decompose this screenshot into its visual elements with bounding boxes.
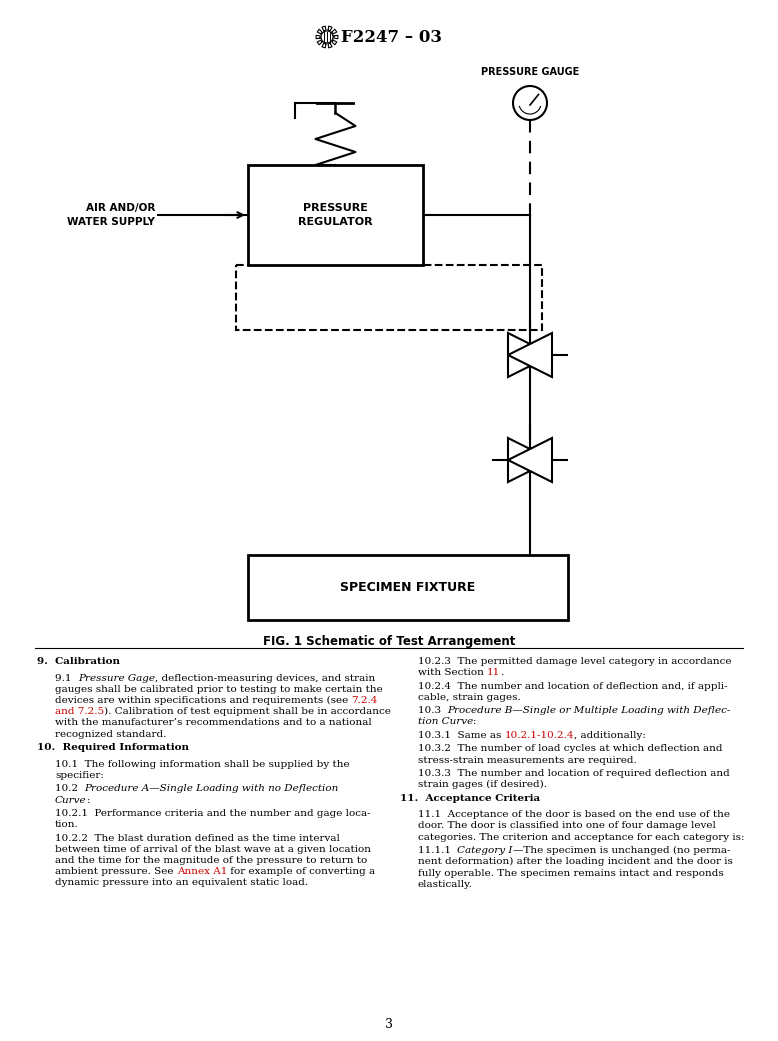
Text: SPECIMEN FIXTURE: SPECIMEN FIXTURE <box>340 581 475 594</box>
Text: 10.2.4  The number and location of deflection and, if appli-: 10.2.4 The number and location of deflec… <box>418 682 727 690</box>
Text: gauges shall be calibrated prior to testing to make certain the: gauges shall be calibrated prior to test… <box>55 685 383 694</box>
Text: dynamic pressure into an equivalent static load.: dynamic pressure into an equivalent stat… <box>55 879 308 888</box>
Polygon shape <box>508 438 552 482</box>
Text: PRESSURE GAUGE: PRESSURE GAUGE <box>481 67 579 77</box>
Text: PRESSURE
REGULATOR: PRESSURE REGULATOR <box>298 203 373 227</box>
Text: :: : <box>86 795 90 805</box>
Text: 11.1.1: 11.1.1 <box>418 846 457 855</box>
Polygon shape <box>508 333 552 377</box>
Text: 7.2.4: 7.2.4 <box>352 696 378 705</box>
Text: 10.2.2  The blast duration defined as the time interval: 10.2.2 The blast duration defined as the… <box>55 834 340 842</box>
Text: 11: 11 <box>487 668 500 678</box>
Text: cable, strain gages.: cable, strain gages. <box>418 693 520 702</box>
Text: tion.: tion. <box>55 820 79 830</box>
Text: 10.1  The following information shall be supplied by the: 10.1 The following information shall be … <box>55 760 349 768</box>
Text: —The specimen is unchanged (no perma-: —The specimen is unchanged (no perma- <box>513 846 731 856</box>
Text: door. The door is classified into one of four damage level: door. The door is classified into one of… <box>418 821 716 831</box>
Text: FIG. 1 Schematic of Test Arrangement: FIG. 1 Schematic of Test Arrangement <box>263 635 515 648</box>
Text: fully operable. The specimen remains intact and responds: fully operable. The specimen remains int… <box>418 868 724 878</box>
Bar <box>248 166 423 265</box>
Text: Curve: Curve <box>55 795 86 805</box>
Text: .: . <box>500 668 503 678</box>
Text: 10.2.1  Performance criteria and the number and gage loca-: 10.2.1 Performance criteria and the numb… <box>55 809 370 818</box>
Text: Annex A1: Annex A1 <box>177 867 227 877</box>
Bar <box>248 555 568 620</box>
Polygon shape <box>508 438 552 482</box>
Text: 10.2.1-10.2.4: 10.2.1-10.2.4 <box>505 731 574 740</box>
Text: 10.  Required Information: 10. Required Information <box>37 743 189 752</box>
Text: Procedure A—Single Loading with no Deflection: Procedure A—Single Loading with no Defle… <box>85 784 339 793</box>
Text: Pressure Gage: Pressure Gage <box>78 674 155 683</box>
Text: and the time for the magnitude of the pressure to return to: and the time for the magnitude of the pr… <box>55 856 367 865</box>
Text: 10.2: 10.2 <box>55 784 85 793</box>
Text: with the manufacturer’s recommendations and to a national: with the manufacturer’s recommendations … <box>55 718 372 728</box>
Text: Category I: Category I <box>457 846 513 855</box>
Text: between time of arrival of the blast wave at a given location: between time of arrival of the blast wav… <box>55 845 371 854</box>
Text: 11.  Acceptance Criteria: 11. Acceptance Criteria <box>400 793 540 803</box>
Text: , additionally:: , additionally: <box>574 731 646 740</box>
Text: AIR AND/OR
WATER SUPPLY: AIR AND/OR WATER SUPPLY <box>67 203 155 227</box>
Text: recognized standard.: recognized standard. <box>55 730 166 739</box>
Text: nent deformation) after the loading incident and the door is: nent deformation) after the loading inci… <box>418 858 733 866</box>
Text: tion Curve: tion Curve <box>418 717 473 727</box>
Text: stress-strain measurements are required.: stress-strain measurements are required. <box>418 756 636 764</box>
Text: elastically.: elastically. <box>418 880 473 889</box>
Text: devices are within specifications and requirements (see: devices are within specifications and re… <box>55 696 352 705</box>
Text: ). Calibration of test equipment shall be in accordance: ). Calibration of test equipment shall b… <box>104 707 391 716</box>
Text: 10.3.2  The number of load cycles at which deflection and: 10.3.2 The number of load cycles at whic… <box>418 744 723 754</box>
Text: 11.1  Acceptance of the door is based on the end use of the: 11.1 Acceptance of the door is based on … <box>418 810 730 819</box>
Text: specifier:: specifier: <box>55 771 104 780</box>
Polygon shape <box>508 333 552 377</box>
Bar <box>236 265 542 330</box>
Text: 10.3: 10.3 <box>418 706 447 715</box>
Text: 3: 3 <box>385 1018 393 1031</box>
Text: ambient pressure. See: ambient pressure. See <box>55 867 177 877</box>
Text: 10.3.1  Same as: 10.3.1 Same as <box>418 731 505 740</box>
Text: and 7.2.5: and 7.2.5 <box>55 707 104 716</box>
Text: :: : <box>473 717 477 727</box>
Text: categories. The criterion and acceptance for each category is:: categories. The criterion and acceptance… <box>418 833 745 842</box>
Text: 9.  Calibration: 9. Calibration <box>37 657 120 666</box>
Text: 10.2.3  The permitted damage level category in accordance: 10.2.3 The permitted damage level catego… <box>418 657 731 666</box>
Text: F2247 – 03: F2247 – 03 <box>341 28 442 46</box>
Text: 10.3.3  The number and location of required deflection and: 10.3.3 The number and location of requir… <box>418 769 730 778</box>
Text: strain gages (if desired).: strain gages (if desired). <box>418 780 547 789</box>
Text: , deflection-measuring devices, and strain: , deflection-measuring devices, and stra… <box>155 674 375 683</box>
Text: 9.1: 9.1 <box>55 674 78 683</box>
Text: with Section: with Section <box>418 668 487 678</box>
Text: Procedure B—Single or Multiple Loading with Deflec-: Procedure B—Single or Multiple Loading w… <box>447 706 731 715</box>
Text: for example of converting a: for example of converting a <box>227 867 375 877</box>
